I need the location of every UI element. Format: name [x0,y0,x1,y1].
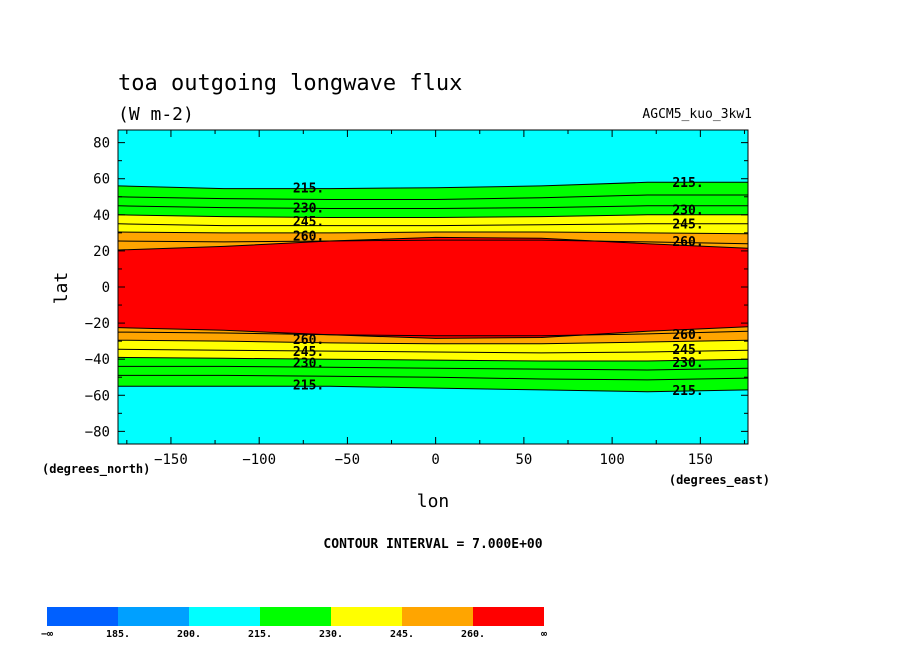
x-axis-ticks: −150 −100 −50 0 50 100 150 [126,130,745,468]
x-tick-label: −100 [242,452,276,468]
colorbar-tick-label: −∞ [41,629,53,640]
contour-label: 230. [293,202,324,217]
x-units-label: (degrees_east) [669,473,770,488]
colorbar-tick-label: 245. [390,629,414,640]
chart-units: (W m-2) [118,104,194,125]
x-tick-label: −150 [154,452,188,468]
contour-label: 215. [672,384,703,399]
contour-lines [117,181,749,393]
x-tick-label: 150 [688,452,713,468]
contour-line-243-south [117,348,749,354]
y-tick-label: 40 [93,208,110,224]
contour-label: 245. [293,215,324,230]
y-tick-label: −40 [85,352,110,368]
contour-label: 230. [672,203,703,218]
colorbar-swatch [331,607,402,626]
contour-line-236-north [117,214,748,218]
y-tick-label: 0 [102,280,110,296]
y-tick-label: 80 [93,136,110,152]
contour-line-257-north [117,239,749,245]
contour-label: 260. [672,328,703,343]
x-tick-label: −50 [335,452,360,468]
colorbar-tick-label: 260. [461,629,485,640]
contour-label: 230. [672,356,703,371]
colorbar-tick-label: 200. [177,629,201,640]
contour-label: 260. [293,229,324,244]
colorbar-swatch [118,607,189,626]
y-axis-label: lat [51,272,72,305]
contour-interval-label: CONTOUR INTERVAL = 7.000E+00 [323,537,542,552]
x-tick-label: 0 [431,452,439,468]
colorbar-tick-label: 230. [319,629,343,640]
contour-line-215-south [118,385,749,393]
run-id-label: AGCM5_kuo_3kw1 [642,107,752,122]
contour-line-222-north [117,194,748,200]
chart-title: toa outgoing longwave flux [118,71,462,96]
contour-label: 230. [293,357,324,372]
contour-label: 215. [672,176,703,191]
band-fill-above-264 [118,237,748,339]
contour-line-264-south [117,326,749,339]
contour-line-229-north [117,205,748,209]
contour-line-243-north [117,223,748,227]
filled-bands [118,130,748,444]
contour-plot-area: 215.230.245.260.215.230.245.260.260.245.… [85,129,749,468]
contour-line-250-south [117,339,749,345]
x-tick-label: 50 [515,452,532,468]
contour-line-257-south [117,330,749,337]
contour-line-264-north [117,236,749,251]
contour-label: 245. [672,343,703,358]
y-tick-label: −60 [85,388,110,404]
colorbar-tick-label: ∞ [541,629,547,640]
contour-line-222-south [118,374,749,381]
y-tick-label: 60 [93,172,110,188]
y-tick-label: −20 [85,316,110,332]
contour-label: 260. [672,235,703,250]
contour-line-229-south [118,365,749,371]
contour-label: 260. [293,333,324,348]
contour-line-215-north [117,181,748,190]
colorbar-swatch [260,607,331,626]
x-axis-label: lon [417,491,450,512]
x-tick-label: 100 [599,452,624,468]
contour-label: 245. [672,218,703,233]
contour-line-250-north [117,231,749,235]
colorbar-tick-label: 215. [248,629,272,640]
y-tick-label: 20 [93,244,110,260]
colorbar-swatch [473,607,544,626]
y-axis-ticks: 80 60 40 20 0 −20 −40 −60 −80 [85,136,748,440]
contour-labels: 215.230.245.260.215.230.245.260.260.245.… [293,176,704,399]
y-units-label: (degrees_north) [42,462,150,477]
colorbar-swatch [47,607,118,626]
colorbar-swatch [402,607,473,626]
colorbar-tick-label: 185. [106,629,130,640]
contour-label: 215. [293,378,324,393]
contour-label: 215. [293,182,324,197]
colorbar: −∞ 185. 200. 215. 230. 245. 260. ∞ [41,607,547,640]
colorbar-swatch [189,607,260,626]
contour-line-236-south [117,356,749,362]
contour-label: 245. [293,345,324,360]
y-tick-label: −80 [85,424,110,440]
